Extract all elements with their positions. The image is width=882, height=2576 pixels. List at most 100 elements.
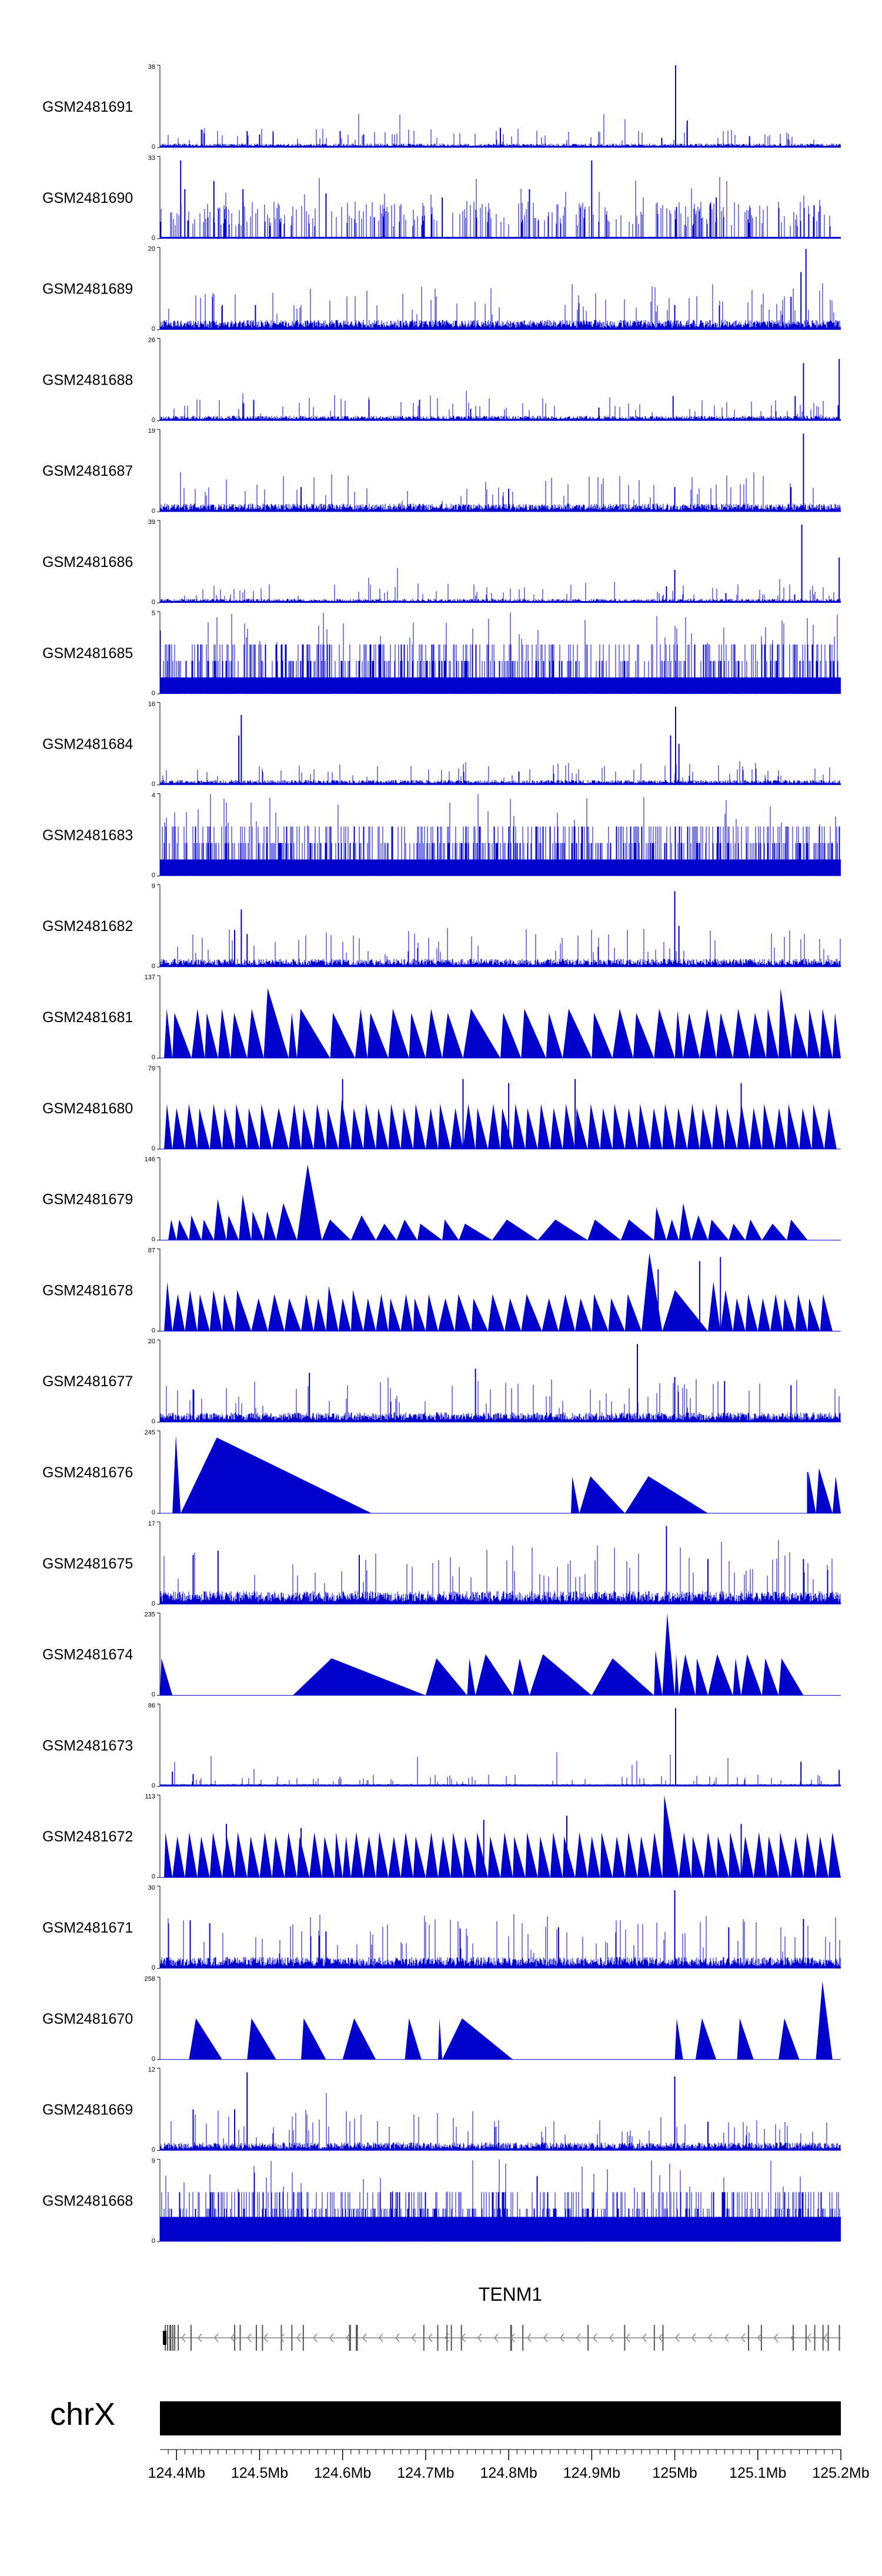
- track-GSM2481689: GSM2481689 20 0: [42, 246, 841, 333]
- strand-chevron-icon: [214, 2333, 219, 2343]
- track-GSM2481680: GSM2481680 79 0: [42, 1065, 841, 1152]
- track-label: GSM2481668: [42, 2193, 133, 2209]
- signal-segment: [708, 1654, 733, 1696]
- signal-segment: [592, 1294, 609, 1332]
- signal-segment: [450, 1832, 463, 1878]
- y-tick-label-min: 0: [152, 326, 155, 333]
- track-GSM2481682: GSM2481682 9 0: [42, 883, 841, 970]
- track-label: GSM2481679: [42, 1192, 133, 1208]
- strand-chevron-icon: [576, 2333, 581, 2343]
- y-tick-label-max: 235: [145, 1611, 155, 1619]
- strand-chevron-icon: [428, 2333, 433, 2343]
- strand-chevron-icon: [198, 2333, 202, 2343]
- signal-segment: [425, 1294, 439, 1332]
- signal-baseline: [160, 1784, 841, 1787]
- signal-bars: [160, 177, 831, 239]
- signal-segment: [745, 1219, 762, 1240]
- signal-segment: [284, 1832, 297, 1878]
- signal-segment: [550, 1107, 563, 1149]
- y-tick-label-min: 0: [152, 872, 155, 879]
- track-label: GSM2481684: [42, 736, 133, 753]
- signal-segment: [164, 1832, 173, 1878]
- signal-segment: [654, 1009, 675, 1058]
- signal-segment: [455, 1294, 472, 1332]
- signal-segment: [276, 1203, 297, 1240]
- strand-chevron-icon: [379, 2333, 383, 2343]
- signal-segment: [376, 1107, 389, 1149]
- axis-tick-label: 124.9Mb: [563, 2465, 620, 2481]
- signal-segment: [475, 1107, 488, 1149]
- strand-chevron-icon: [247, 2333, 252, 2343]
- track-label: GSM2481683: [42, 827, 133, 843]
- signal-segment: [218, 1009, 230, 1058]
- signal-segment: [400, 1832, 413, 1878]
- signal-segment: [803, 1832, 816, 1878]
- y-tick-label-min: 0: [152, 235, 155, 242]
- signal-GSM2481677: [160, 1344, 841, 1423]
- signal-segment: [388, 1103, 401, 1149]
- signal-bars: [160, 472, 841, 512]
- signal-segment: [708, 1282, 721, 1332]
- y-tick-label-max: 9: [152, 883, 155, 890]
- signal-segment: [537, 1836, 550, 1878]
- signal-GSM2481675: [160, 1526, 841, 1604]
- axis-tick-label: 125.1Mb: [729, 2465, 786, 2481]
- signal-segment: [737, 2018, 754, 2060]
- signal-bars: [160, 761, 841, 785]
- signal-segment: [263, 1211, 276, 1240]
- signal-segment: [438, 2018, 443, 2060]
- signal-segment: [160, 1658, 173, 1696]
- strand-chevron-icon: [593, 2333, 597, 2343]
- signal-segment: [811, 1103, 824, 1149]
- signal-segment: [525, 1832, 538, 1878]
- signal-segment: [761, 1658, 779, 1696]
- signal-segment: [475, 1654, 513, 1696]
- signal-segment: [388, 1009, 409, 1058]
- signal-segment: [832, 1013, 841, 1058]
- signal-segment: [400, 1107, 413, 1149]
- signal-segment: [463, 1103, 476, 1149]
- signal-segment: [816, 1836, 828, 1878]
- strand-chevron-icon: [790, 2333, 795, 2343]
- signal-GSM2481670: [160, 1981, 841, 2060]
- signal-segment: [783, 1298, 796, 1332]
- y-tick-label-max: 19: [148, 428, 155, 435]
- y-tick-label-min: 0: [152, 781, 155, 788]
- signal-segment: [350, 1215, 376, 1240]
- signal-segment: [724, 1107, 737, 1149]
- signal-segment: [239, 1194, 252, 1240]
- signal-segment: [272, 1107, 289, 1149]
- signal-segment: [459, 1223, 492, 1240]
- signal-segment: [704, 1832, 717, 1878]
- signal-segment: [521, 1009, 546, 1058]
- signal-segment: [355, 1009, 368, 1058]
- signal-baseline: [160, 510, 841, 512]
- signal-segment: [235, 1103, 248, 1149]
- signal-segment: [413, 1298, 426, 1332]
- signal-segment: [268, 1294, 285, 1332]
- track-GSM2481679: GSM2481679 146 0: [42, 1156, 841, 1243]
- y-tick-label-max: 146: [145, 1156, 155, 1163]
- signal-segment: [729, 1832, 741, 1878]
- strand-chevron-icon: [675, 2333, 680, 2343]
- signal-segment: [492, 1219, 538, 1240]
- signal-segment: [766, 1009, 779, 1058]
- signal-segment: [247, 1836, 260, 1878]
- signal-segment: [164, 1103, 173, 1149]
- genomic-axis: 124.4Mb 124.5Mb 124.6Mb 124.7Mb 124.8Mb 124.9…: [148, 2449, 870, 2481]
- strand-chevron-icon: [823, 2333, 828, 2343]
- signal-segment: [259, 1832, 272, 1878]
- signal-segment: [699, 1107, 713, 1149]
- signal-segment: [288, 1103, 302, 1149]
- signal-segment: [741, 1836, 754, 1878]
- signal-segment: [558, 1294, 576, 1332]
- signal-segment: [376, 1223, 397, 1240]
- strand-chevron-icon: [346, 2333, 350, 2343]
- signal-segment: [699, 1009, 717, 1058]
- track-label: GSM2481691: [42, 99, 133, 115]
- signal-segment: [575, 1107, 588, 1149]
- signal-segment: [463, 1009, 500, 1058]
- signal-segment: [189, 2018, 222, 2060]
- track-label: GSM2481690: [42, 190, 133, 206]
- signal-segment: [795, 1294, 808, 1332]
